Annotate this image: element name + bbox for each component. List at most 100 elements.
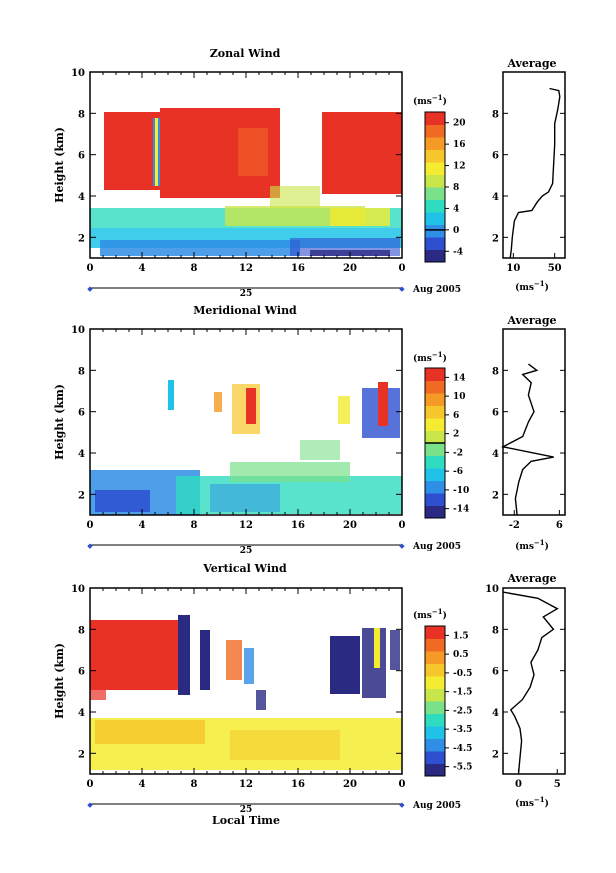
colorbar-swatch (425, 393, 445, 406)
zonal-date-label: Aug 2005 (412, 285, 461, 295)
average-profile-line (509, 87, 561, 259)
colorbar-swatch (425, 663, 445, 677)
meridional-colorbar: 14 10 6 2 -2 -6 -10 -14 (424, 367, 469, 519)
x-tick-label: 0 (399, 520, 406, 531)
average-x-tick-label: 5 (554, 779, 561, 790)
average-x-tick-label: 10 (506, 263, 520, 274)
y-tick-label: 4 (78, 708, 85, 719)
average-y-tick-label: 10 (485, 584, 499, 595)
meridional-axes: 0 4 8 12 16 20 0 2 4 6 8 10 (71, 325, 405, 531)
colorbar-swatch (425, 638, 445, 652)
colorbar-swatch (425, 124, 445, 138)
meridional-date-label: Aug 2005 (412, 542, 461, 552)
vertical-colorbar: 1.5 0.5 -0.5 -1.5 -2.5 -3.5 -4.5 -5.5 (424, 625, 472, 777)
colorbar-tick-label: 2 (453, 430, 459, 440)
svg-text:◆: ◆ (399, 542, 405, 550)
colorbar-swatch (425, 480, 445, 494)
svg-text:◆: ◆ (87, 285, 93, 293)
colorbar-tick-label: 16 (453, 140, 466, 150)
meridional-unit: (ms−1) (413, 350, 447, 364)
colorbar-swatch (425, 418, 445, 431)
colorbar-tick-label: 6 (453, 411, 459, 421)
x-tick-label: 16 (291, 520, 305, 531)
average-x-tick-label: 0 (515, 779, 522, 790)
colorbar-swatch (425, 237, 445, 250)
zonal-colorbar: 20 16 12 8 4 0 -4 (424, 111, 466, 263)
average-y-tick-label: 6 (492, 667, 499, 678)
zonal-average-title: Average (506, 57, 556, 70)
colorbar-swatch (425, 626, 445, 639)
meridional-heatmap (90, 329, 402, 515)
y-tick-label: 10 (71, 325, 85, 336)
colorbar-swatch (425, 493, 445, 506)
meridional-title: Meridional Wind (193, 304, 297, 317)
y-tick-label: 2 (78, 749, 85, 760)
colorbar-tick-label: 20 (453, 119, 466, 129)
colorbar-swatch (425, 249, 445, 263)
average-x-tick-label: 6 (556, 520, 563, 531)
vertical-average-unit: (ms−1) (515, 795, 549, 809)
average-y-tick-label: 4 (492, 449, 499, 460)
vertical-date-label: Aug 2005 (412, 801, 461, 811)
colorbar-tick-label: -14 (453, 505, 469, 515)
svg-text:◆: ◆ (399, 285, 405, 293)
colorbar-swatch (425, 162, 445, 175)
x-tick-label: 16 (291, 263, 305, 274)
average-y-tick-label: 6 (492, 151, 499, 162)
colorbar-swatch (425, 112, 445, 125)
y-tick-label: 2 (78, 233, 85, 244)
colorbar-swatch (425, 651, 445, 664)
colorbar-tick-label: -3.5 (453, 725, 472, 735)
x-tick-label: 12 (239, 520, 253, 531)
vertical-day-label: 25 (240, 805, 253, 815)
colorbar-tick-label: -1.5 (453, 688, 472, 698)
y-tick-label: 6 (78, 151, 85, 162)
colorbar-swatch (425, 199, 445, 213)
y-tick-label: 8 (78, 625, 85, 636)
colorbar-swatch (425, 212, 445, 225)
vertical-average-panel: 2 4 6 8 10 0 5 (485, 584, 566, 790)
y-tick-label: 6 (78, 408, 85, 419)
x-tick-label: 12 (239, 263, 253, 274)
average-x-tick-label: 50 (548, 263, 562, 274)
svg-text:◆: ◆ (87, 801, 93, 809)
zonal-ylabel: Height (km) (53, 127, 66, 203)
colorbar-tick-label: -4.5 (453, 744, 472, 754)
colorbar-swatch (425, 713, 445, 727)
colorbar-tick-label: 8 (453, 183, 459, 193)
colorbar-swatch (425, 224, 445, 238)
colorbar-swatch (425, 187, 445, 200)
colorbar-tick-label: -5.5 (453, 763, 472, 773)
colorbar-tick-label: 1.5 (453, 631, 469, 641)
colorbar-tick-label: -6 (453, 467, 463, 477)
vertical-average-title: Average (506, 572, 556, 585)
colorbar-tick-label: 0 (453, 226, 459, 236)
colorbar-tick-label: 4 (453, 204, 459, 214)
colorbar-tick-label: 10 (453, 392, 466, 402)
x-tick-label: 12 (239, 779, 253, 790)
y-tick-label: 8 (78, 366, 85, 377)
colorbar-tick-label: 0.5 (453, 650, 469, 660)
colorbar-tick-label: -0.5 (453, 669, 472, 679)
x-axis-label: Local Time (212, 814, 280, 827)
meridional-panel: Meridional Wind 0 4 8 12 16 20 0 2 4 6 8 10 Height … (53, 304, 566, 556)
average-y-tick-label: 8 (492, 625, 499, 636)
colorbar-tick-label: -10 (453, 486, 469, 496)
colorbar-swatch (425, 368, 445, 381)
x-tick-label: 0 (87, 779, 94, 790)
colorbar-swatch (425, 468, 445, 481)
zonal-heatmap (90, 72, 402, 258)
y-tick-label: 10 (71, 68, 85, 79)
colorbar-tick-label: 14 (453, 373, 466, 383)
x-tick-label: 0 (87, 520, 94, 531)
colorbar-swatch (425, 380, 445, 394)
colorbar-swatch (425, 688, 445, 702)
x-tick-label: 0 (87, 263, 94, 274)
vertical-heatmap (90, 588, 402, 774)
colorbar-tick-label: 12 (453, 162, 466, 172)
colorbar-swatch (425, 430, 445, 444)
zonal-day-label: 25 (240, 289, 253, 299)
average-y-tick-label: 2 (492, 490, 499, 501)
